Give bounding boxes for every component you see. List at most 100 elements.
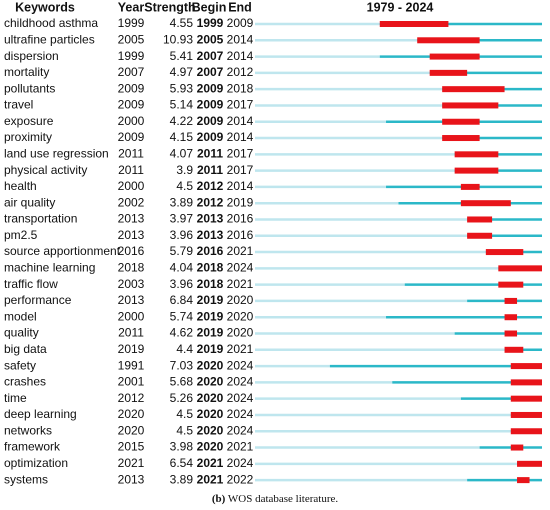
burst-bar xyxy=(454,167,499,174)
keyword: dispersion xyxy=(4,49,59,63)
keyword: travel xyxy=(4,98,33,112)
keyword: transportation xyxy=(4,212,77,226)
year: 2013 xyxy=(118,228,145,242)
strength: 5.74 xyxy=(170,309,194,323)
keyword: time xyxy=(4,391,27,405)
end: 2017 xyxy=(227,146,254,160)
strength: 4.5 xyxy=(176,407,193,421)
year: 2018 xyxy=(118,261,145,275)
end: 2019 xyxy=(227,195,254,209)
end: 2024 xyxy=(227,358,254,372)
end: 2014 xyxy=(227,130,254,144)
burst-bar xyxy=(510,428,542,435)
burst-bar xyxy=(504,314,518,321)
strength: 3.9 xyxy=(176,163,193,177)
strength: 3.96 xyxy=(170,277,194,291)
keyword: machine learning xyxy=(4,261,95,275)
begin: 2007 xyxy=(197,49,224,63)
burst-bar xyxy=(460,200,511,207)
begin: 2020 xyxy=(197,375,224,389)
year: 2020 xyxy=(118,423,145,437)
burst-bar xyxy=(454,151,499,158)
end: 2017 xyxy=(227,98,254,112)
begin: 1999 xyxy=(197,16,224,30)
header-end: End xyxy=(228,0,252,14)
strength: 3.96 xyxy=(170,228,194,242)
keyword: mortality xyxy=(4,65,49,79)
strength: 4.22 xyxy=(170,114,194,128)
end: 2018 xyxy=(227,81,254,95)
keyword: model xyxy=(4,309,37,323)
strength: 4.5 xyxy=(176,423,193,437)
burst-bar xyxy=(485,249,524,256)
year: 2007 xyxy=(118,65,145,79)
keyword: optimization xyxy=(4,456,68,470)
end: 2014 xyxy=(227,114,254,128)
header-keywords: Keywords xyxy=(15,0,75,14)
keyword: land use regression xyxy=(4,146,109,160)
strength: 5.79 xyxy=(170,244,194,258)
year: 2013 xyxy=(118,293,145,307)
year: 2012 xyxy=(118,391,145,405)
keyword: performance xyxy=(4,293,72,307)
burst-bar xyxy=(379,21,449,27)
end: 2021 xyxy=(227,277,254,291)
begin: 2016 xyxy=(197,244,224,258)
begin: 2020 xyxy=(197,423,224,437)
year: 2001 xyxy=(118,375,145,389)
year: 2013 xyxy=(118,212,145,226)
begin: 2013 xyxy=(197,228,224,242)
begin: 2011 xyxy=(197,163,223,177)
end: 2017 xyxy=(227,163,254,177)
caption: (b) WOS database literature. xyxy=(212,493,339,505)
year: 1991 xyxy=(118,358,145,372)
begin: 2009 xyxy=(197,98,224,112)
begin: 2021 xyxy=(197,456,224,470)
begin: 2005 xyxy=(197,32,224,46)
burst-bar xyxy=(510,379,542,386)
strength: 4.5 xyxy=(176,179,193,193)
begin: 2019 xyxy=(197,342,224,356)
year: 2003 xyxy=(118,277,145,291)
burst-bar xyxy=(442,118,480,125)
keyword: safety xyxy=(4,358,36,372)
keyword: childhood asthma xyxy=(4,16,98,30)
year: 2000 xyxy=(118,309,145,323)
strength: 4.04 xyxy=(170,261,194,275)
year: 2019 xyxy=(118,342,145,356)
begin: 2012 xyxy=(197,179,224,193)
keyword: networks xyxy=(4,423,52,437)
strength: 4.15 xyxy=(170,130,194,144)
burst-bar xyxy=(467,216,493,223)
burst-bar xyxy=(498,281,524,288)
end: 2021 xyxy=(227,440,254,454)
begin: 2021 xyxy=(197,472,224,486)
burst-bar xyxy=(429,69,468,76)
end: 2020 xyxy=(227,293,254,307)
strength: 4.4 xyxy=(176,342,193,356)
year: 2016 xyxy=(118,244,145,258)
end: 2016 xyxy=(227,228,254,242)
begin: 2020 xyxy=(197,391,224,405)
begin: 2007 xyxy=(197,65,224,79)
burst-bar xyxy=(504,346,524,353)
timeline-title: 1979 - 2024 xyxy=(367,0,434,14)
keyword: crashes xyxy=(4,375,46,389)
burst-bar xyxy=(510,444,524,451)
burst-bar xyxy=(510,363,542,370)
keyword: deep learning xyxy=(4,407,77,421)
burst-bar xyxy=(442,135,480,142)
end: 2024 xyxy=(227,456,254,470)
burst-bar xyxy=(504,330,518,337)
begin: 2009 xyxy=(197,81,224,95)
keyword: source apportionment xyxy=(4,244,121,258)
burst-bar xyxy=(467,232,493,239)
begin: 2019 xyxy=(197,309,224,323)
caption-label: (b) xyxy=(212,493,226,505)
begin: 2009 xyxy=(197,114,224,128)
keyword: exposure xyxy=(4,114,54,128)
burst-bar xyxy=(517,460,542,467)
keyword: systems xyxy=(4,472,48,486)
begin: 2018 xyxy=(197,277,224,291)
strength: 3.89 xyxy=(170,472,194,486)
